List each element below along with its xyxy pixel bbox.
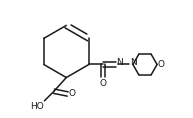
Text: N: N bbox=[130, 58, 137, 67]
Text: O: O bbox=[100, 79, 107, 88]
Text: HO: HO bbox=[30, 102, 44, 111]
Text: O: O bbox=[68, 89, 75, 99]
Text: O: O bbox=[158, 60, 165, 69]
Text: N: N bbox=[116, 58, 123, 67]
